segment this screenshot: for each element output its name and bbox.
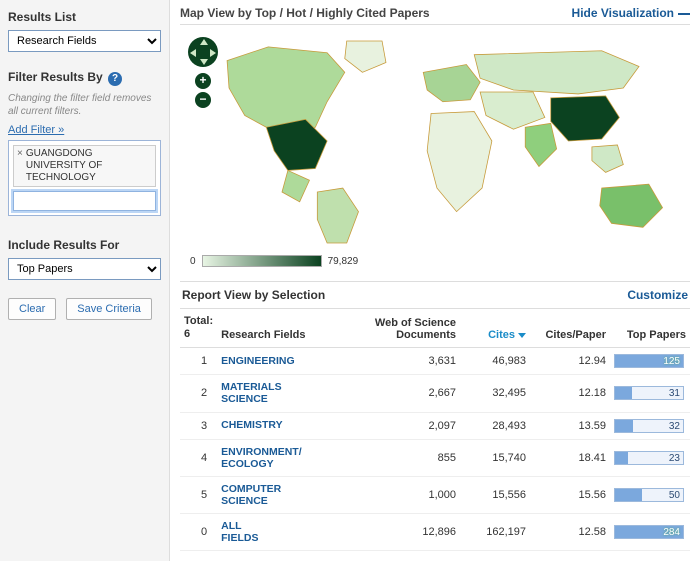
row-cites: 46,983 (460, 348, 530, 375)
row-top-papers: 284 (610, 513, 690, 550)
row-research-field[interactable]: ALLFIELDS (217, 513, 370, 550)
row-cpp: 12.58 (530, 513, 610, 550)
include-results-label: Include Results For (8, 238, 161, 252)
row-index: 1 (180, 348, 217, 375)
row-wos: 855 (370, 439, 460, 476)
sort-desc-icon (518, 333, 526, 338)
table-row: 5COMPUTERSCIENCE1,00015,55615.5650 (180, 476, 690, 513)
main: Map View by Top / Hot / Highly Cited Pap… (170, 0, 700, 561)
clear-button[interactable]: Clear (8, 298, 56, 320)
table-row: 4ENVIRONMENT/ECOLOGY85515,74018.4123 (180, 439, 690, 476)
legend-min: 0 (190, 256, 196, 267)
row-top-papers: 32 (610, 412, 690, 439)
legend-max: 79,829 (328, 256, 359, 267)
results-list-select[interactable]: Research Fields (8, 30, 161, 52)
row-research-field[interactable]: MATERIALSSCIENCE (217, 375, 370, 412)
row-cpp: 15.56 (530, 476, 610, 513)
hide-visualization-link[interactable]: Hide Visualization (572, 6, 690, 20)
filter-hint: Changing the filter field removes all cu… (8, 92, 161, 118)
col-cites[interactable]: Cites (460, 309, 530, 348)
map-view-title: Map View by Top / Hot / Highly Cited Pap… (180, 6, 430, 20)
table-row: 0ALLFIELDS12,896162,19712.58284 (180, 513, 690, 550)
row-wos: 12,896 (370, 513, 460, 550)
row-wos: 2,097 (370, 412, 460, 439)
filter-results-label: Filter Results By ? (8, 70, 161, 86)
world-map[interactable]: + − (180, 31, 690, 251)
chip-label: GUANGDONG UNIVERSITY OF TECHNOLOGY (26, 148, 152, 184)
row-wos: 3,631 (370, 348, 460, 375)
zoom-in-button[interactable]: + (195, 73, 211, 89)
row-index: 4 (180, 439, 217, 476)
customize-link[interactable]: Customize (627, 288, 688, 302)
row-index: 2 (180, 375, 217, 412)
pan-down-icon[interactable] (200, 59, 208, 65)
table-row: 3CHEMISTRY2,09728,49313.5932 (180, 412, 690, 439)
row-cites: 15,556 (460, 476, 530, 513)
table-row: 1ENGINEERING3,63146,98312.94125 (180, 348, 690, 375)
pan-left-icon[interactable] (190, 49, 196, 57)
report-table: Total:6 Research Fields Web of Science D… (180, 309, 690, 551)
pan-control[interactable] (188, 37, 218, 67)
row-cpp: 18.41 (530, 439, 610, 476)
minus-icon (678, 13, 690, 15)
row-research-field[interactable]: COMPUTERSCIENCE (217, 476, 370, 513)
chip-remove-icon[interactable]: × (17, 148, 23, 160)
row-wos: 1,000 (370, 476, 460, 513)
row-top-papers: 31 (610, 375, 690, 412)
row-cites: 162,197 (460, 513, 530, 550)
row-cites: 28,493 (460, 412, 530, 439)
pan-right-icon[interactable] (210, 49, 216, 57)
col-cites-per-paper[interactable]: Cites/Paper (530, 309, 610, 348)
row-top-papers: 125 (610, 348, 690, 375)
row-research-field[interactable]: CHEMISTRY (217, 412, 370, 439)
col-top-papers[interactable]: Top Papers (610, 309, 690, 348)
row-index: 0 (180, 513, 217, 550)
sidebar: Results List Research Fields Filter Resu… (0, 0, 170, 561)
filter-input[interactable] (13, 191, 156, 211)
help-icon[interactable]: ? (108, 72, 122, 86)
map-legend: 0 79,829 (180, 255, 690, 267)
save-criteria-button[interactable]: Save Criteria (66, 298, 152, 320)
pan-up-icon[interactable] (200, 39, 208, 45)
report-view-title: Report View by Selection (182, 288, 325, 302)
map-controls: + − (188, 37, 218, 111)
col-wos-documents[interactable]: Web of Science Documents (370, 309, 460, 348)
row-cpp: 12.94 (530, 348, 610, 375)
row-top-papers: 23 (610, 439, 690, 476)
row-cites: 32,495 (460, 375, 530, 412)
include-results-select[interactable]: Top Papers (8, 258, 161, 280)
row-top-papers: 50 (610, 476, 690, 513)
zoom-out-button[interactable]: − (195, 92, 211, 108)
row-cites: 15,740 (460, 439, 530, 476)
filter-box: × GUANGDONG UNIVERSITY OF TECHNOLOGY (8, 140, 161, 216)
map-svg (180, 31, 690, 251)
filter-chip: × GUANGDONG UNIVERSITY OF TECHNOLOGY (13, 145, 156, 187)
col-total: Total:6 (180, 309, 217, 348)
row-wos: 2,667 (370, 375, 460, 412)
legend-gradient (202, 255, 322, 267)
row-research-field[interactable]: ENGINEERING (217, 348, 370, 375)
row-research-field[interactable]: ENVIRONMENT/ECOLOGY (217, 439, 370, 476)
row-index: 5 (180, 476, 217, 513)
col-research-fields[interactable]: Research Fields (217, 309, 370, 348)
table-row: 2MATERIALSSCIENCE2,66732,49512.1831 (180, 375, 690, 412)
row-cpp: 13.59 (530, 412, 610, 439)
row-cpp: 12.18 (530, 375, 610, 412)
add-filter-link[interactable]: Add Filter » (8, 124, 64, 136)
row-index: 3 (180, 412, 217, 439)
results-list-label: Results List (8, 10, 161, 24)
